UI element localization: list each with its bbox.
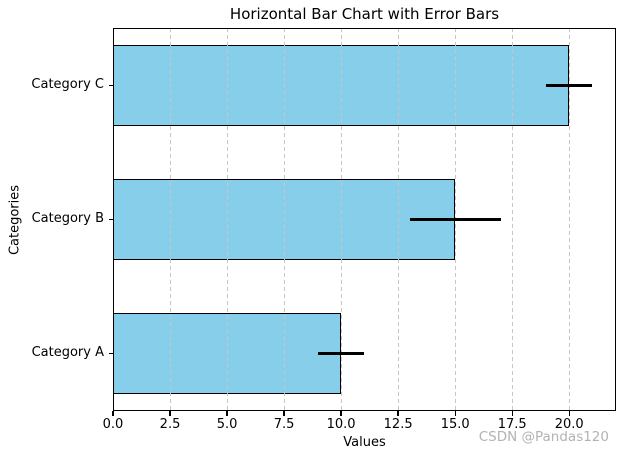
x-tick-mark	[568, 411, 570, 416]
x-tick-label: 20.0	[554, 417, 584, 432]
x-tick-mark	[283, 411, 285, 416]
x-tick-mark	[226, 411, 228, 416]
x-tick-mark	[511, 411, 513, 416]
y-tick-mark	[108, 352, 113, 355]
error-bar	[318, 351, 364, 355]
x-tick-mark	[397, 411, 399, 416]
gridline	[170, 28, 172, 411]
error-bar	[409, 218, 501, 221]
gridline	[284, 28, 286, 411]
gridline	[398, 28, 400, 411]
x-tick-label: 15.0	[440, 417, 470, 432]
gridline	[512, 28, 514, 411]
y-tick-label: Category B	[31, 211, 104, 226]
x-axis-label: Values	[343, 435, 386, 450]
x-tick-mark	[454, 411, 456, 416]
y-tick-label: Category C	[31, 77, 104, 93]
error-bar	[546, 84, 593, 88]
x-tick-mark	[169, 411, 171, 416]
gridline	[569, 28, 571, 411]
x-tick-mark	[340, 411, 342, 416]
x-tick-label: 12.5	[383, 417, 413, 432]
x-tick-label: 2.5	[159, 417, 181, 432]
y-tick-label: Category A	[31, 344, 104, 360]
gridline	[341, 28, 343, 411]
x-tick-label: 5.0	[216, 417, 238, 432]
x-tick-label: 17.5	[497, 417, 527, 432]
gridline	[227, 28, 229, 411]
y-tick-mark	[108, 218, 113, 221]
x-tick-mark	[112, 411, 114, 416]
x-tick-label: 0.0	[102, 417, 124, 432]
x-tick-label: 7.5	[273, 417, 295, 432]
x-tick-label: 10.0	[326, 417, 356, 432]
watermark: CSDN @Pandas120	[478, 429, 609, 445]
y-tick-mark	[108, 84, 113, 87]
chart-title: Horizontal Bar Chart with Error Bars	[229, 5, 500, 23]
